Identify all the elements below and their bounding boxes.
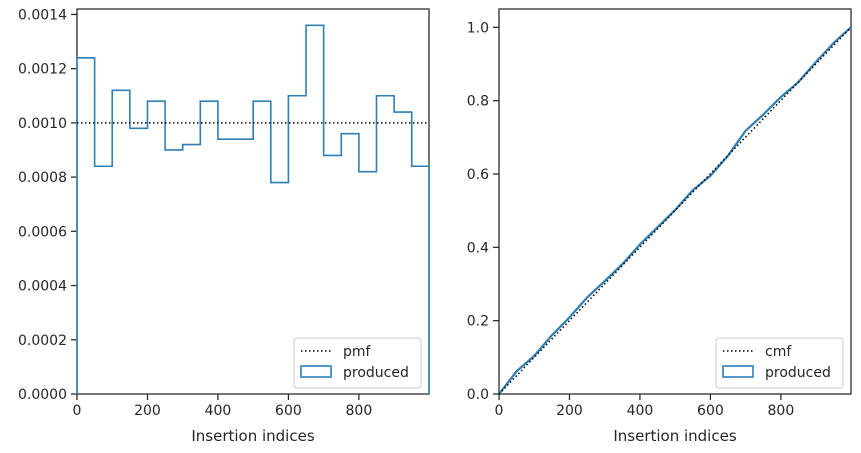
y-tick-label: 0.0010: [18, 116, 67, 132]
y-tick-label: 1.0: [467, 20, 489, 36]
y-tick-label: 0.0004: [18, 279, 67, 295]
x-tick-label: 200: [134, 403, 161, 419]
legend: pmf produced: [293, 337, 422, 389]
y-tick-label: 0.4: [467, 240, 489, 256]
x-tick-label: 600: [697, 403, 724, 419]
y-tick-label: 0.0008: [18, 170, 67, 186]
x-tick-label: 400: [205, 403, 232, 419]
x-axis-ticks: 0 200 400 600 800: [73, 394, 373, 419]
y-tick-label: 0.0006: [18, 224, 67, 240]
x-tick-label: 600: [275, 403, 302, 419]
plot-area-frame: [498, 8, 852, 395]
x-tick-label: 800: [768, 403, 795, 419]
y-tick-label: 0.0000: [18, 387, 67, 403]
legend-label-produced: produced: [765, 365, 831, 381]
series-produced-step: [76, 24, 430, 394]
y-tick-label: 0.2: [467, 314, 489, 330]
x-axis-ticks: 0 200 400 600 800: [495, 394, 795, 419]
legend-label-produced: produced: [343, 365, 409, 381]
cumulative-panel: 0 200 400 600 800 0.0 0.2 0.4 0.6 0.8 1.0 Inserti…: [467, 8, 852, 445]
legend-label-pmf: pmf: [343, 344, 372, 360]
y-tick-label: 0.0002: [18, 333, 67, 349]
reference-line-cmf: [498, 26, 852, 395]
y-tick-label: 0.0012: [18, 62, 67, 78]
legend: cmf produced: [715, 337, 844, 389]
y-axis-ticks: 0.0000 0.0002 0.0004 0.0006 0.0008 0.0010 0.00…: [18, 7, 77, 403]
legend-swatch-produced: [300, 365, 332, 378]
x-axis-label: Insertion indices: [191, 427, 314, 445]
x-tick-label: 0: [495, 403, 504, 419]
y-tick-label: 0.6: [467, 167, 489, 183]
y-tick-label: 0.8: [467, 94, 489, 110]
y-tick-label: 0.0014: [18, 7, 67, 23]
x-tick-label: 0: [73, 403, 82, 419]
x-tick-label: 200: [556, 403, 583, 419]
histogram-panel: 0 200 400 600 800 0.00000.00020.00040.00060.…: [18, 7, 430, 445]
x-tick-label: 400: [627, 403, 654, 419]
y-axis-ticks: 0.0 0.2 0.4 0.6 0.8 1.0: [467, 20, 499, 403]
legend-swatch-produced: [722, 365, 754, 378]
series-produced-line: [498, 26, 852, 395]
x-axis-label: Insertion indices: [613, 427, 736, 445]
legend-label-cmf: cmf: [765, 344, 792, 360]
plot-area-frame: [76, 8, 430, 395]
y-tick-label: 0.0: [467, 387, 489, 403]
x-tick-label: 800: [346, 403, 373, 419]
